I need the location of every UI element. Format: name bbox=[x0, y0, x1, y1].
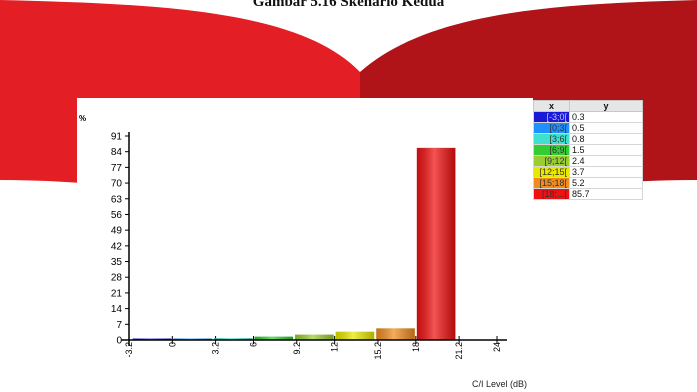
legend-range-cell: [18;...[ bbox=[533, 188, 570, 200]
y-tick-label: 70 bbox=[111, 179, 123, 190]
x-tick-label: 3.2 bbox=[211, 342, 221, 355]
chart-panel: % C/I Level (dB) 0 7 14 21 28 35 42 49 56 63 70 77 8… bbox=[77, 98, 533, 392]
legend-range-cell: [-3;0[ bbox=[533, 111, 570, 123]
legend-row: [15;18[5.2 bbox=[533, 177, 643, 189]
legend-row: [18;...[85.7 bbox=[533, 188, 643, 200]
legend-header-y: y bbox=[569, 100, 643, 112]
legend-value-cell: 85.7 bbox=[569, 188, 643, 200]
x-axis-label: C/I Level (dB) bbox=[472, 379, 527, 389]
legend-value-cell: 0.8 bbox=[569, 133, 643, 145]
legend-value-cell: 0.3 bbox=[569, 111, 643, 123]
y-tick-label: 84 bbox=[111, 147, 123, 158]
x-tick-label: 24 bbox=[492, 342, 502, 352]
legend-range-cell: [9;12[ bbox=[533, 155, 570, 167]
y-tick-label: 49 bbox=[111, 226, 123, 237]
legend-table: x y [-3;0[0.3 [0;3[0.5 [3;6[0.8 [6;9[1.5 [9;… bbox=[533, 100, 643, 200]
bar-5 bbox=[335, 331, 375, 340]
legend-value-cell: 1.5 bbox=[569, 144, 643, 156]
legend-value-cell: 0.5 bbox=[569, 122, 643, 134]
legend-table-body: [-3;0[0.3 [0;3[0.5 [3;6[0.8 [6;9[1.5 [9;12[2… bbox=[533, 111, 643, 200]
legend-row: [0;3[0.5 bbox=[533, 122, 643, 134]
y-axis-label: % bbox=[79, 114, 86, 123]
bar-shading bbox=[376, 328, 415, 340]
x-tick-label: 9.2 bbox=[292, 342, 302, 355]
x-tick-label: 21.2 bbox=[454, 342, 464, 360]
x-tick-label: -3.2 bbox=[124, 342, 134, 358]
y-tick-label: 14 bbox=[111, 304, 123, 315]
legend-range-cell: [3;6[ bbox=[533, 133, 570, 145]
y-tick-label: 91 bbox=[111, 132, 123, 143]
legend-row: [12;15[3.7 bbox=[533, 166, 643, 178]
y-tick-label: 42 bbox=[111, 241, 123, 252]
legend-row: [-3;0[0.3 bbox=[533, 111, 643, 123]
legend-row: [6;9[1.5 bbox=[533, 144, 643, 156]
bars-group bbox=[132, 147, 456, 340]
bar-3 bbox=[254, 336, 294, 340]
bar-4 bbox=[295, 334, 334, 340]
y-tick-label: 21 bbox=[111, 288, 123, 299]
legend-table-header: x y bbox=[533, 100, 643, 112]
x-tick-label: 15.2 bbox=[373, 342, 383, 360]
y-tick-label: 7 bbox=[116, 320, 122, 331]
legend-range-cell: [12;15[ bbox=[533, 166, 570, 178]
figure-caption: Gambar 5.16 Skenario Kedua bbox=[252, 0, 445, 10]
bar-shading bbox=[254, 336, 294, 340]
bar-shading bbox=[213, 338, 253, 340]
bar-chart: % C/I Level (dB) 0 7 14 21 28 35 42 49 56 63 70 77 8… bbox=[79, 114, 527, 389]
legend-range-cell: [15;18[ bbox=[533, 177, 570, 189]
y-tick-label: 0 bbox=[116, 336, 122, 347]
legend-value-cell: 3.7 bbox=[569, 166, 643, 178]
y-tick-label: 56 bbox=[111, 210, 123, 221]
bar-6 bbox=[376, 328, 415, 340]
bar-2 bbox=[213, 338, 253, 340]
x-tick-label: 18 bbox=[411, 342, 421, 352]
legend-value-cell: 5.2 bbox=[569, 177, 643, 189]
legend-range-cell: [0;3[ bbox=[533, 122, 570, 134]
x-tick-label: 0 bbox=[167, 342, 177, 347]
y-tick-label: 63 bbox=[111, 194, 123, 205]
y-tick-label: 28 bbox=[111, 273, 123, 284]
bar-shading bbox=[295, 334, 334, 340]
legend-header-x: x bbox=[533, 100, 570, 112]
legend-row: [3;6[0.8 bbox=[533, 133, 643, 145]
legend-row: [9;12[2.4 bbox=[533, 155, 643, 167]
bar-7 bbox=[416, 147, 456, 340]
x-tick-label: 6 bbox=[248, 342, 258, 347]
y-tick-label: 77 bbox=[111, 163, 123, 174]
bar-shading bbox=[335, 331, 375, 340]
y-tick-label: 35 bbox=[111, 257, 123, 268]
legend-range-cell: [6;9[ bbox=[533, 144, 570, 156]
legend-value-cell: 2.4 bbox=[569, 155, 643, 167]
x-tick-label: 12 bbox=[330, 342, 340, 352]
bar-shading bbox=[416, 147, 456, 340]
y-axis-ticks: 0 7 14 21 28 35 42 49 56 63 70 77 84 91 bbox=[111, 132, 129, 347]
